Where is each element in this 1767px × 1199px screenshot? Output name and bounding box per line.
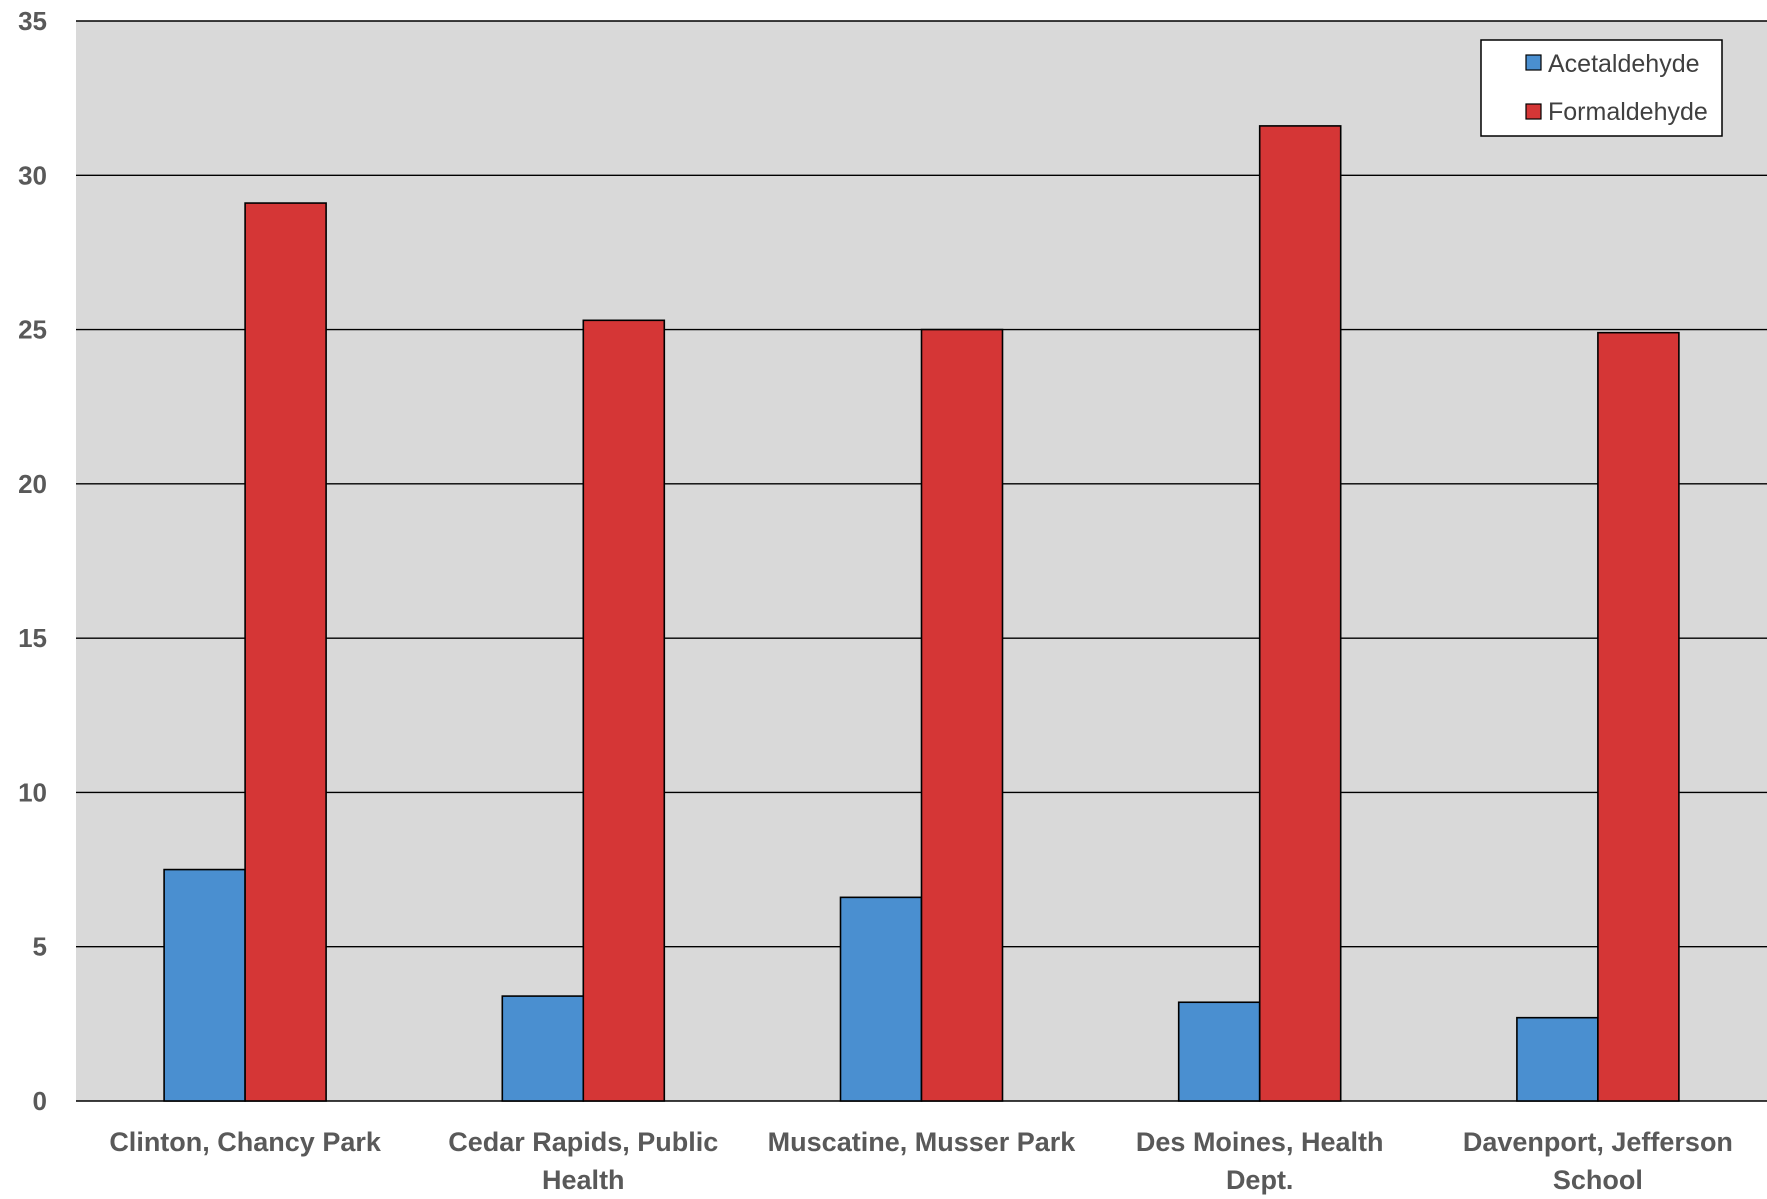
x-category-label: Muscatine, Musser Park [768, 1127, 1077, 1157]
y-tick-label: 30 [18, 160, 47, 190]
bar-formaldehyde [582, 319, 666, 1102]
legend-swatch-formaldehyde [1525, 103, 1542, 120]
y-tick-label: 0 [33, 1086, 47, 1116]
bar-acetaldehyde [1516, 1016, 1599, 1102]
bar-acetaldehyde [1177, 1001, 1261, 1102]
y-axis-tick-labels: 0 5 10 15 20 25 30 35 [18, 6, 47, 1116]
legend-label-formaldehyde: Formaldehyde [1548, 98, 1708, 126]
y-tick-label: 25 [18, 315, 47, 345]
y-tick-label: 10 [18, 777, 47, 807]
bar-acetaldehyde [501, 995, 585, 1102]
x-category-label: Cedar Rapids, Public Health [448, 1127, 718, 1195]
y-tick-label: 35 [18, 6, 47, 36]
bar-formaldehyde [1258, 125, 1342, 1102]
legend-swatch-acetaldehyde [1525, 54, 1542, 71]
legend-box [1480, 39, 1723, 137]
bar-formaldehyde [1597, 331, 1680, 1102]
x-category-label: Davenport, Jefferson School [1463, 1127, 1733, 1195]
bar-formaldehyde [244, 202, 327, 1102]
x-axis-category-labels: Clinton, Chancy Park Cedar Rapids, Public… [109, 1127, 1733, 1195]
y-tick-label: 5 [33, 932, 47, 962]
bar-formaldehyde [920, 328, 1004, 1102]
x-category-label: Des Moines, Health Dept. [1136, 1127, 1384, 1195]
y-tick-label: 20 [18, 469, 47, 499]
bar-acetaldehyde [163, 868, 246, 1102]
bar-acetaldehyde [839, 896, 923, 1102]
legend: Acetaldehyde Formaldehyde [1480, 39, 1723, 137]
y-tick-label: 15 [18, 623, 47, 653]
x-category-label: Clinton, Chancy Park [109, 1127, 382, 1157]
legend-label-acetaldehyde: Acetaldehyde [1548, 50, 1700, 78]
bars [163, 125, 1680, 1102]
